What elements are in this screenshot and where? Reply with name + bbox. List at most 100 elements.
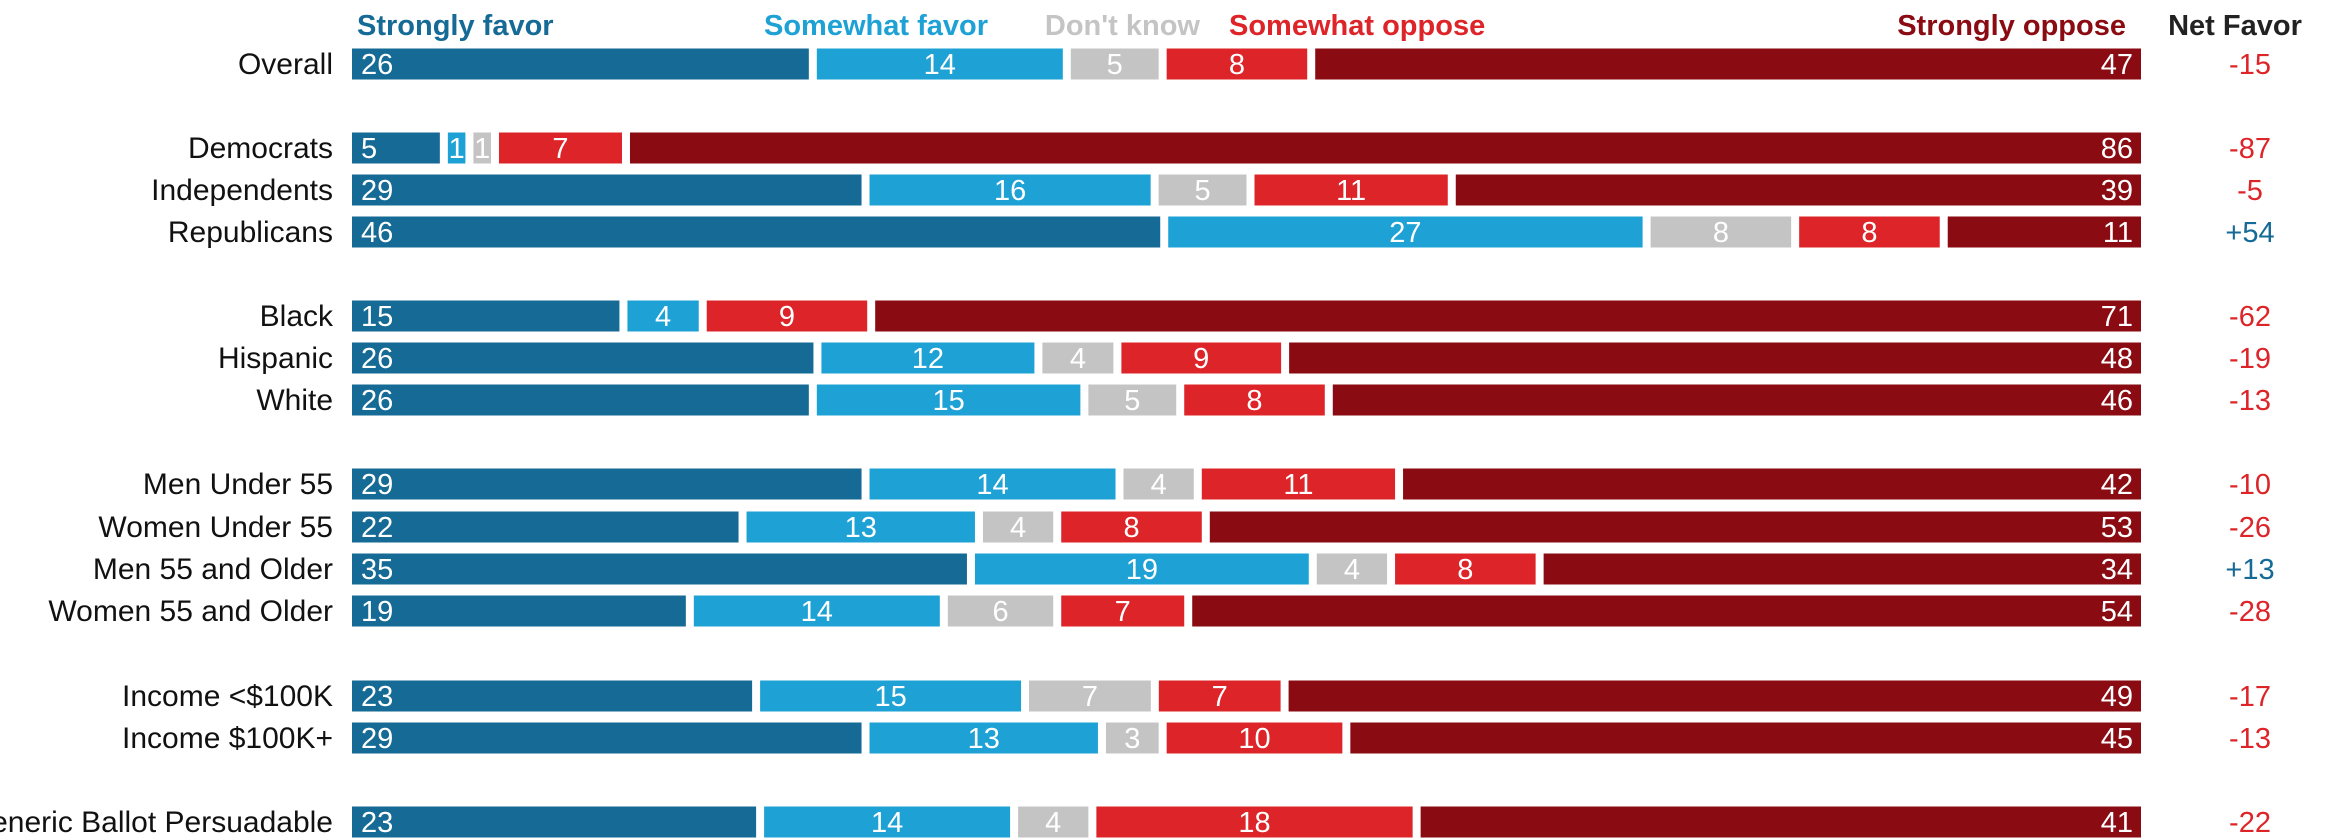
bar-don-t-know: [1088, 384, 1177, 416]
row-label: Democrats: [188, 132, 333, 165]
bar-value-strongly-oppose: 11: [2103, 217, 2133, 249]
bar-value-strongly-favor: 26: [361, 49, 393, 81]
net-favor-value: -15: [2229, 49, 2271, 81]
bar-value-strongly-oppose: 53: [2101, 512, 2133, 544]
row-democrats: Democrats 5 1 1 7 86 -87: [188, 132, 2271, 165]
bar-value-somewhat-oppose: 8: [1457, 554, 1473, 586]
bar-somewhat-favor: [816, 384, 1081, 416]
bar-strongly-favor: [352, 342, 814, 374]
bar-value-strongly-favor: 26: [361, 343, 393, 375]
bar-value-strongly-favor: 29: [361, 469, 393, 501]
bar-value-somewhat-oppose: 18: [1238, 807, 1270, 838]
bar-value-strongly-oppose: 86: [2101, 133, 2133, 165]
bar-somewhat-favor: [1168, 216, 1643, 248]
bar-value-strongly-favor: 22: [361, 512, 393, 544]
row-label: Men Under 55: [143, 468, 333, 501]
row-label: Black: [260, 300, 334, 333]
bar-value-don-t-know: 4: [1010, 512, 1026, 544]
net-favor-value: -5: [2237, 175, 2263, 207]
bar-somewhat-favor: [764, 806, 1011, 838]
legend-don-t-know: Don't know: [1045, 10, 1201, 42]
net-favor-header: Net Favor: [2168, 10, 2302, 42]
bar-value-somewhat-oppose: 7: [552, 133, 568, 165]
bar-value-strongly-oppose: 42: [2101, 469, 2133, 501]
bar-somewhat-favor: [816, 48, 1063, 80]
bar-strongly-favor: [352, 300, 620, 332]
bar-value-strongly-favor: 15: [361, 301, 393, 333]
row-label: Hispanic: [218, 342, 333, 375]
bar-value-somewhat-favor: 14: [801, 596, 833, 628]
bar-strongly-favor: [352, 132, 440, 164]
legend-somewhat-oppose: Somewhat oppose: [1229, 10, 1485, 42]
row-men-55-and-older: Men 55 and Older 35 19 4 8 34 +13: [93, 553, 2275, 586]
bar-strongly-oppose: [1209, 511, 2141, 543]
bar-value-don-t-know: 4: [1070, 343, 1086, 375]
net-favor-value: +54: [2225, 217, 2274, 249]
bar-value-strongly-oppose: 49: [2101, 681, 2133, 713]
bar-value-strongly-favor: 29: [361, 723, 393, 755]
bar-value-don-t-know: 5: [1107, 49, 1123, 81]
bar-value-don-t-know: 8: [1713, 217, 1729, 249]
bar-strongly-oppose: [1403, 468, 2141, 500]
bar-don-t-know: [1158, 174, 1247, 206]
bar-value-somewhat-favor: 16: [994, 175, 1026, 207]
bar-value-somewhat-oppose: 10: [1238, 723, 1270, 755]
row-label: Overall: [238, 48, 333, 81]
bar-strongly-oppose: [1455, 174, 2141, 206]
row-hispanic: Hispanic 26 12 4 9 48 -19: [218, 342, 2271, 375]
row-women-55-and-older: Women 55 and Older 19 14 6 7 54 -28: [48, 595, 2271, 628]
bar-somewhat-oppose: [1395, 553, 1536, 585]
bar-value-don-t-know: 5: [1124, 385, 1140, 417]
bar-value-somewhat-favor: 19: [1126, 554, 1158, 586]
row-label: Women 55 and Older: [48, 595, 333, 628]
bar-somewhat-favor: [746, 511, 975, 543]
bar-somewhat-oppose: [1166, 48, 1308, 80]
row-label: Generic Ballot Persuadable: [0, 806, 333, 838]
bar-value-somewhat-favor: 15: [932, 385, 964, 417]
bar-value-somewhat-oppose: 9: [1193, 343, 1209, 375]
bar-value-somewhat-favor: 27: [1389, 217, 1421, 249]
row-label: White: [256, 384, 333, 417]
row-label: Women Under 55: [98, 511, 333, 544]
bar-don-t-know: [947, 595, 1054, 627]
bar-value-strongly-favor: 23: [361, 807, 393, 838]
bar-strongly-favor: [352, 680, 753, 712]
bar-value-strongly-oppose: 45: [2101, 723, 2133, 755]
bar-somewhat-oppose: [1799, 216, 1940, 248]
bar-value-strongly-favor: 29: [361, 175, 393, 207]
bar-don-t-know: [1070, 48, 1159, 80]
bar-somewhat-favor: [447, 132, 466, 164]
bar-strongly-oppose: [1315, 48, 2141, 80]
bar-value-don-t-know: 5: [1195, 175, 1211, 207]
legend-somewhat-favor: Somewhat favor: [764, 10, 988, 42]
bar-value-strongly-oppose: 71: [2101, 301, 2133, 333]
bar-value-strongly-oppose: 34: [2101, 554, 2133, 586]
net-favor-value: -13: [2229, 385, 2271, 417]
bar-value-strongly-favor: 46: [361, 217, 393, 249]
bar-value-strongly-favor: 19: [361, 596, 393, 628]
bar-value-don-t-know: 3: [1124, 723, 1140, 755]
bar-value-somewhat-oppose: 8: [1861, 217, 1877, 249]
bar-don-t-know: [982, 511, 1054, 543]
bar-strongly-favor: [352, 722, 862, 754]
bar-value-strongly-favor: 5: [361, 133, 377, 165]
bar-somewhat-favor: [821, 342, 1035, 374]
bar-value-somewhat-oppose: 8: [1123, 512, 1139, 544]
bar-value-somewhat-favor: 1: [449, 133, 465, 165]
row-generic-ballot-persuadable: Generic Ballot Persuadable 23 14 4 18 41 -22: [0, 806, 2271, 838]
bar-strongly-oppose: [1192, 595, 2141, 627]
net-favor-value: -10: [2229, 469, 2271, 501]
bar-somewhat-oppose: [1158, 680, 1281, 712]
row-income-100k: Income $100K+ 29 13 3 10 45 -13: [122, 722, 2271, 755]
row-women-under-55: Women Under 55 22 13 4 8 53 -26: [98, 511, 2271, 544]
bar-value-somewhat-oppose: 7: [1212, 681, 1228, 713]
bar-strongly-oppose: [1350, 722, 2141, 754]
bar-value-strongly-oppose: 54: [2101, 596, 2133, 628]
bar-strongly-favor: [352, 174, 862, 206]
bar-value-somewhat-oppose: 8: [1229, 49, 1245, 81]
bar-strongly-favor: [352, 511, 739, 543]
bar-value-strongly-favor: 26: [361, 385, 393, 417]
bar-don-t-know: [1123, 468, 1194, 500]
